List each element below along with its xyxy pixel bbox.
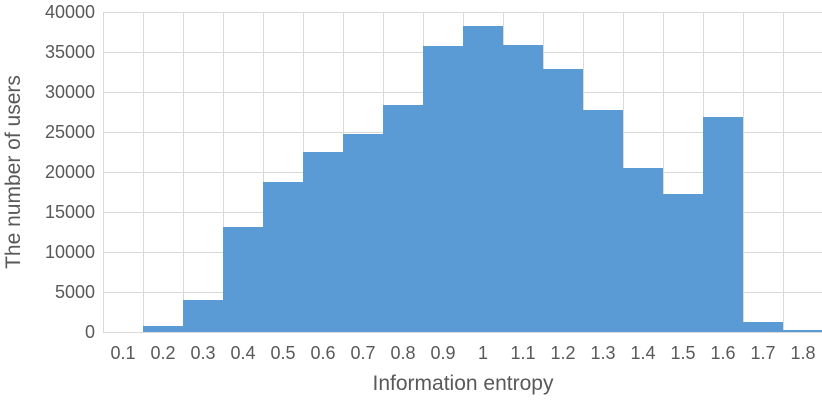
histogram-bar xyxy=(383,105,423,332)
x-tick-label: 0.9 xyxy=(430,343,456,363)
histogram-bar xyxy=(463,26,503,332)
x-tick-label: 0.5 xyxy=(270,343,296,363)
y-tick-label: 30000 xyxy=(44,82,95,102)
horizontal-gridline xyxy=(103,12,822,13)
x-tick-label: 1 xyxy=(477,343,488,363)
histogram-bar xyxy=(543,69,583,332)
x-tick-label: 1.6 xyxy=(710,343,736,363)
x-tick-label: 0.6 xyxy=(310,343,336,363)
histogram-bar xyxy=(503,45,543,332)
vertical-gridline xyxy=(263,12,264,333)
x-tick-label: 1.7 xyxy=(750,343,776,363)
histogram-bar xyxy=(303,152,343,332)
histogram-bar xyxy=(223,227,263,332)
y-tick-label: 15000 xyxy=(44,202,95,222)
histogram-bar xyxy=(183,300,223,332)
vertical-gridline xyxy=(143,12,144,333)
x-tick-label: 1.4 xyxy=(630,343,656,363)
histogram-bar xyxy=(783,330,822,332)
x-tick-label: 1.5 xyxy=(670,343,696,363)
y-tick-label: 40000 xyxy=(44,2,95,22)
y-tick-label: 20000 xyxy=(44,162,95,182)
y-tick-label: 25000 xyxy=(44,122,95,142)
x-tick-label: 1.3 xyxy=(590,343,616,363)
histogram-bar xyxy=(743,322,783,332)
y-tick-label: 5000 xyxy=(54,282,95,302)
vertical-gridline xyxy=(183,12,184,333)
y-tick-label: 10000 xyxy=(44,242,95,262)
x-axis-line xyxy=(103,332,822,333)
y-axis-line xyxy=(103,12,104,333)
x-tick-label: 0.4 xyxy=(230,343,256,363)
histogram-bar xyxy=(423,46,463,332)
histogram-bar xyxy=(583,110,623,332)
x-tick-label: 0.1 xyxy=(110,343,136,363)
histogram-bar xyxy=(263,182,303,332)
vertical-gridline xyxy=(743,12,744,333)
x-tick-label: 1.2 xyxy=(550,343,576,363)
x-tick-label: 0.7 xyxy=(350,343,376,363)
x-tick-label: 0.2 xyxy=(150,343,176,363)
x-tick-label: 0.3 xyxy=(190,343,216,363)
y-tick-label: 35000 xyxy=(44,42,95,62)
histogram-bar xyxy=(703,117,743,332)
vertical-gridline xyxy=(783,12,784,333)
vertical-gridline xyxy=(223,12,224,333)
x-axis-title: Information entropy xyxy=(372,372,554,395)
histogram-bar xyxy=(623,168,663,332)
x-tick-label: 1.1 xyxy=(510,343,536,363)
x-tick-label: 1.8 xyxy=(790,343,816,363)
vertical-gridline xyxy=(663,12,664,333)
y-tick-label: 0 xyxy=(84,322,95,342)
histogram-bar xyxy=(343,134,383,332)
x-tick-label: 0.8 xyxy=(390,343,416,363)
histogram-bar xyxy=(143,326,183,332)
histogram-bar xyxy=(663,194,703,332)
plot-area xyxy=(103,12,822,333)
